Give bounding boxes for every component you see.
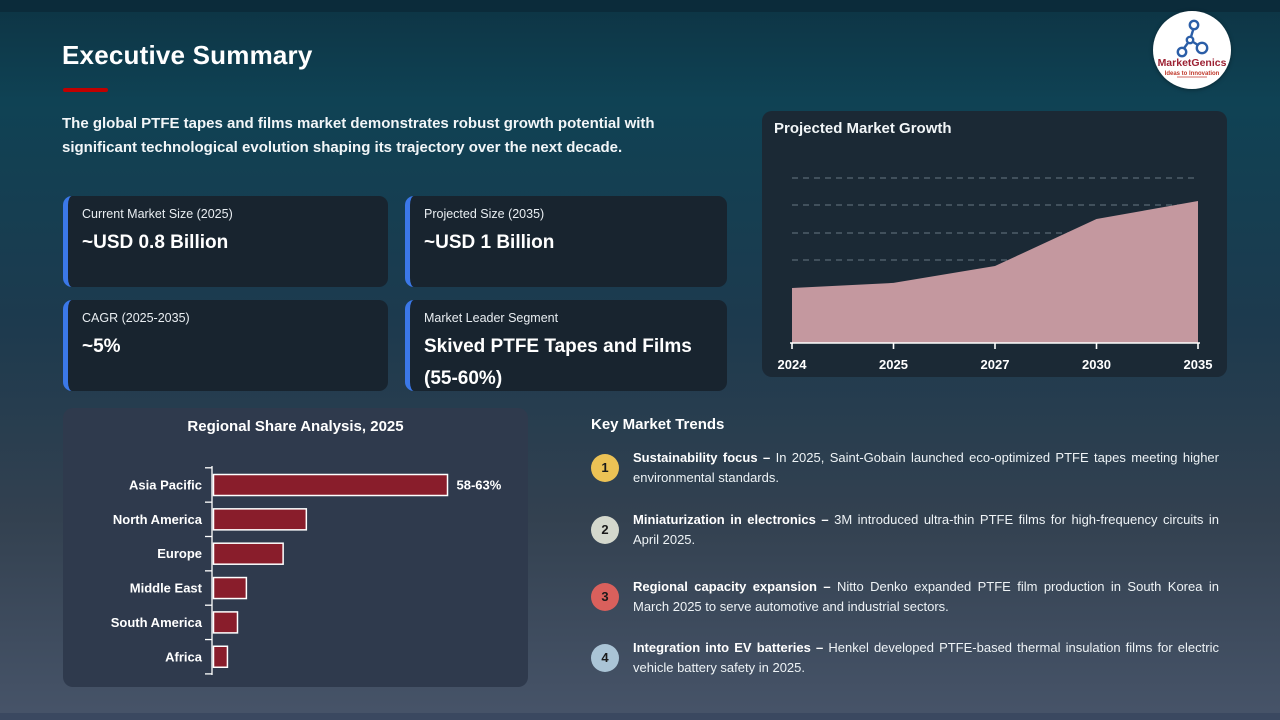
x-tick-label: 2024: [778, 357, 808, 372]
bar: [212, 508, 308, 531]
trend-text: Miniaturization in electronics – 3M intr…: [633, 510, 1219, 549]
stat-card-market-leader: Market Leader Segment Skived PTFE Tapes …: [405, 300, 727, 391]
stat-label: Projected Size (2035): [424, 207, 545, 221]
growth-chart: 2024 2025 2027 2030 2035: [778, 177, 1213, 372]
stat-value: ~USD 0.8 Billion: [82, 232, 229, 253]
trend-title: Miniaturization in electronics –: [633, 512, 829, 527]
bar-category-label: North America: [113, 512, 203, 527]
trend-title: Regional capacity expansion –: [633, 579, 831, 594]
trend-text: Sustainability focus – In 2025, Saint-Go…: [633, 448, 1219, 487]
intro-text: The global PTFE tapes and films market d…: [62, 115, 655, 156]
stat-value: ~5%: [82, 336, 121, 357]
trend-body: In 2025, Saint-Gobain launched eco-optim…: [633, 450, 1219, 485]
trend-title: Integration into EV batteries –: [633, 640, 824, 655]
molecule-icon: MarketGenics Ideas to Innovation: [1158, 19, 1227, 78]
x-tick-label: 2030: [1082, 357, 1111, 372]
trends-title: Key Market Trends: [591, 416, 725, 433]
trend-badge: 2: [591, 515, 619, 544]
brand-tagline: Ideas to Innovation: [1165, 71, 1220, 77]
x-tick-label: 2025: [879, 357, 908, 372]
bar-value-label: 58-63%: [457, 478, 502, 493]
stat-card-cagr: CAGR (2025-2035) ~5%: [63, 300, 388, 391]
trend-body: Henkel developed PTFE-based thermal insu…: [633, 640, 1219, 675]
trend-badge: 1: [591, 453, 619, 482]
x-tick-label: 2035: [1184, 357, 1213, 372]
bar-category-label: South America: [111, 615, 203, 630]
stat-label: Market Leader Segment: [424, 311, 559, 325]
regional-chart: Asia Pacific 58-63% North America Europe Mid…: [111, 466, 502, 675]
trend-body: Nitto Denko expanded PTFE film productio…: [633, 579, 1219, 614]
regional-chart-card: Regional Share Analysis, 2025 Asia Pacif…: [63, 408, 528, 687]
trend-badge: 3: [591, 582, 619, 611]
bar: [212, 473, 449, 497]
trend-title: Sustainability focus –: [633, 450, 771, 465]
page-title: Executive Summary: [62, 40, 313, 70]
area-series: [792, 201, 1198, 343]
bar-category-label: Europe: [157, 546, 202, 561]
x-tick-label: 2027: [981, 357, 1010, 372]
bar: [212, 645, 229, 668]
bar: [212, 576, 248, 600]
trend-item: 2 Miniaturization in electronics – 3M in…: [591, 510, 1223, 549]
trend-item: 1 Sustainability focus – In 2025, Saint-…: [591, 448, 1223, 487]
trend-body: 3M introduced ultra-thin PTFE films for …: [633, 512, 1219, 547]
trend-item: 4 Integration into EV batteries – Henkel…: [591, 638, 1223, 677]
trend-text: Regional capacity expansion – Nitto Denk…: [633, 577, 1219, 616]
stat-value: Skived PTFE Tapes and Films (55-60%): [424, 336, 692, 389]
title-underline: [63, 88, 108, 92]
stat-value: ~USD 1 Billion: [424, 232, 555, 253]
bar-category-label: Middle East: [130, 581, 203, 596]
growth-chart-card: Projected Market Growth 2024 2025 2027 2030…: [762, 111, 1227, 377]
stat-card-projected-size: Projected Size (2035) ~USD 1 Billion: [405, 196, 727, 287]
trend-text: Integration into EV batteries – Henkel d…: [633, 638, 1219, 677]
top-strip: [0, 0, 1280, 12]
bar: [212, 611, 239, 634]
bar: [212, 542, 284, 565]
stat-card-current-market-size: Current Market Size (2025) ~USD 0.8 Bill…: [63, 196, 388, 287]
stat-label: CAGR (2025-2035): [82, 311, 190, 325]
bottom-strip: [0, 713, 1280, 720]
growth-chart-title: Projected Market Growth: [774, 120, 952, 137]
brand-name: MarketGenics: [1158, 57, 1227, 69]
trend-badge: 4: [591, 643, 619, 672]
regional-chart-title: Regional Share Analysis, 2025: [187, 418, 404, 435]
logo: MarketGenics Ideas to Innovation: [1153, 11, 1231, 89]
bar-category-label: Africa: [165, 649, 203, 664]
bar-category-label: Asia Pacific: [129, 478, 202, 493]
trend-item: 3 Regional capacity expansion – Nitto De…: [591, 577, 1223, 616]
stat-label: Current Market Size (2025): [82, 207, 233, 221]
